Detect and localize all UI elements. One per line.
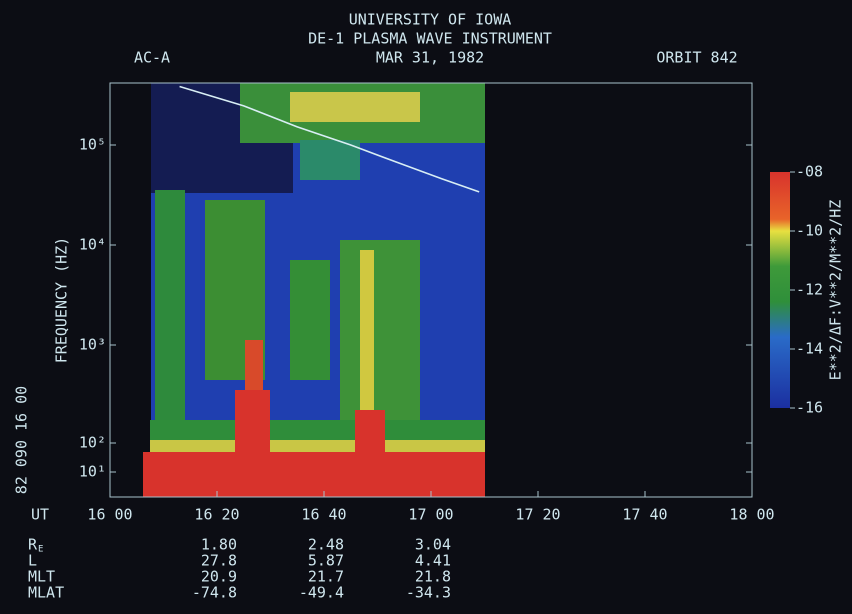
y-tick-label: 10³ xyxy=(79,336,106,354)
colorbar xyxy=(770,172,790,408)
title-line: MAR 31, 1982 xyxy=(376,49,484,67)
x-tick-label: 16 40 xyxy=(301,506,346,524)
x-tick-label: 17 00 xyxy=(408,506,453,524)
x-axis-label: UT xyxy=(31,506,49,524)
ephemeris-label: MLAT xyxy=(28,584,64,602)
ephemeris-subscript: E xyxy=(38,545,43,555)
x-tick-label: 16 20 xyxy=(194,506,239,524)
chart: UNIVERSITY OF IOWA DE-1 PLASMA WAVE INST… xyxy=(0,0,852,614)
x-tick-label: 16 00 xyxy=(87,506,132,524)
x-tick-label: 17 40 xyxy=(622,506,667,524)
colorbar-tick-label: -10 xyxy=(796,222,823,240)
y-tick-label: 10⁴ xyxy=(79,236,106,254)
left-header: AC-A xyxy=(134,49,170,67)
spectrogram xyxy=(143,83,485,497)
ephemeris-value: -74.8 xyxy=(192,584,237,602)
colorbar-tick-label: -12 xyxy=(796,281,823,299)
y-tick-label: 10⁵ xyxy=(79,136,106,154)
colorbar-tick-label: -14 xyxy=(796,340,823,358)
y-tick-label: 10¹ xyxy=(79,463,106,481)
x-tick-label: 17 20 xyxy=(515,506,560,524)
colorbar-label: E**2/ΔF:V**2/M**2/HZ xyxy=(827,200,845,381)
colorbar-tick-label: -16 xyxy=(796,399,823,417)
ephemeris-value: -49.4 xyxy=(299,584,344,602)
side-label: 82 090 16 00 xyxy=(13,386,31,494)
colorbar-tick-label: -08 xyxy=(796,163,823,181)
right-header: ORBIT 842 xyxy=(656,49,737,67)
title-line: UNIVERSITY OF IOWA xyxy=(349,11,512,29)
y-axis-label: FREQUENCY (HZ) xyxy=(53,237,71,363)
title-line: DE-1 PLASMA WAVE INSTRUMENT xyxy=(308,30,552,48)
y-tick-label: 10² xyxy=(79,434,106,452)
x-tick-label: 18 00 xyxy=(729,506,774,524)
ephemeris-value: -34.3 xyxy=(406,584,451,602)
